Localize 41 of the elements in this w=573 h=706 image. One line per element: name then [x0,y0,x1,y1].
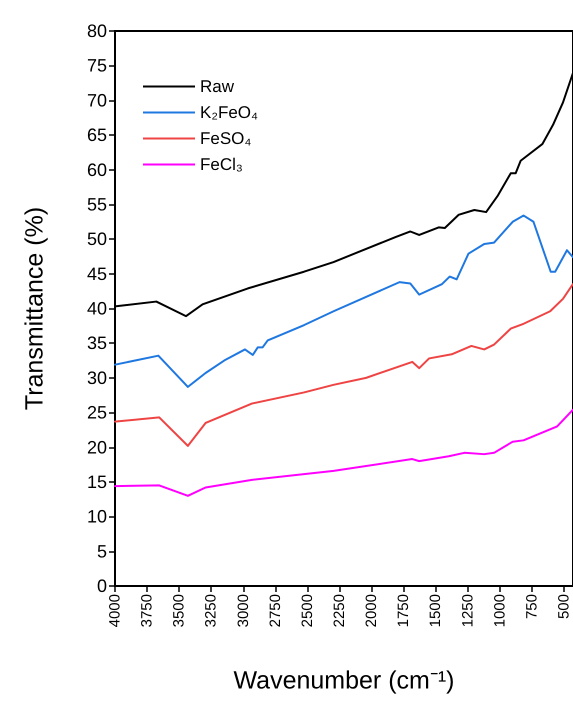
x-tick-label: 3500 [170,594,188,628]
line-series [114,408,573,497]
line-series [114,283,573,447]
y-tick-label: 25 [86,402,107,423]
y-tick-label: 0 [96,576,107,596]
x-tick-label: 750 [523,594,540,620]
x-tick-label: 3750 [138,594,156,628]
y-tick-label: 10 [86,506,107,527]
legend-label: FeCl₃ [200,155,243,174]
y-axis-title: Transmittance (%) [20,206,48,410]
legend-label: K₂FeO₄ [200,103,258,122]
x-tick-label: 2250 [331,594,348,628]
y-tick-label: 30 [86,368,107,388]
x-tick-label: 1750 [395,594,412,628]
y-tick-label: 5 [96,541,107,562]
x-axis-title: Wavenumber (cm⁻¹) [234,666,454,694]
x-tick-label: 2500 [298,594,316,628]
y-tick-label: 70 [86,90,107,110]
y-tick-label: 80 [86,21,107,41]
legend-label: Raw [200,77,235,96]
y-tick-label: 15 [86,472,107,492]
y-tick-label: 65 [86,125,107,146]
x-tick-label: 2750 [266,594,284,628]
legend-label: FeSO₄ [200,129,252,148]
x-tick-label: 1250 [459,594,476,628]
x-tick-label: 500 [556,594,573,620]
x-tick-label: 3250 [202,594,220,628]
x-tick-label: 2000 [363,594,380,628]
y-tick-label: 35 [86,333,107,354]
line-series [114,214,573,388]
y-tick-label: 45 [86,264,107,284]
x-tick-label: 1500 [427,594,444,628]
y-tick-label: 75 [86,56,107,76]
y-tick-label: 40 [86,298,107,318]
y-tick-label: 50 [86,229,107,250]
y-tick-label: 55 [86,194,107,214]
x-tick-label: 4000 [106,594,124,628]
x-tick-label: 1000 [491,594,508,628]
y-tick-label: 20 [86,437,107,458]
x-tick-label: 3000 [234,594,252,628]
y-tick-label: 60 [86,160,107,180]
